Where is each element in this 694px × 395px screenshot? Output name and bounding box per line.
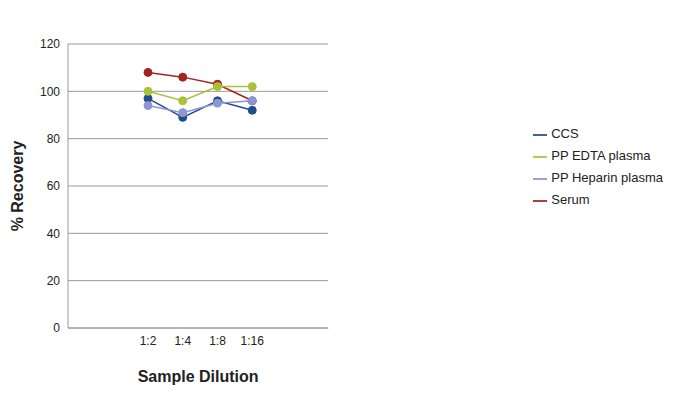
svg-text:Sample Dilution: Sample Dilution bbox=[138, 368, 259, 385]
svg-text:80: 80 bbox=[47, 132, 61, 146]
svg-text:1:16: 1:16 bbox=[241, 334, 265, 348]
svg-text:20: 20 bbox=[47, 274, 61, 288]
svg-text:% Recovery: % Recovery bbox=[9, 141, 26, 232]
svg-text:40: 40 bbox=[47, 227, 61, 241]
svg-text:1:4: 1:4 bbox=[174, 334, 191, 348]
html-text:PP Heparin plasma: PP Heparin plasma bbox=[551, 170, 663, 185]
html-text:PP EDTA plasma: PP EDTA plasma bbox=[551, 148, 651, 163]
svg-text:1:8: 1:8 bbox=[209, 334, 226, 348]
html-text:CCS: CCS bbox=[551, 126, 579, 141]
svg-text:0: 0 bbox=[53, 321, 60, 335]
svg-text:1:2: 1:2 bbox=[140, 334, 157, 348]
svg-text:100: 100 bbox=[40, 85, 60, 99]
svg-text:60: 60 bbox=[47, 179, 61, 193]
html-text:Serum: Serum bbox=[551, 192, 590, 207]
svg-text:120: 120 bbox=[40, 37, 60, 51]
